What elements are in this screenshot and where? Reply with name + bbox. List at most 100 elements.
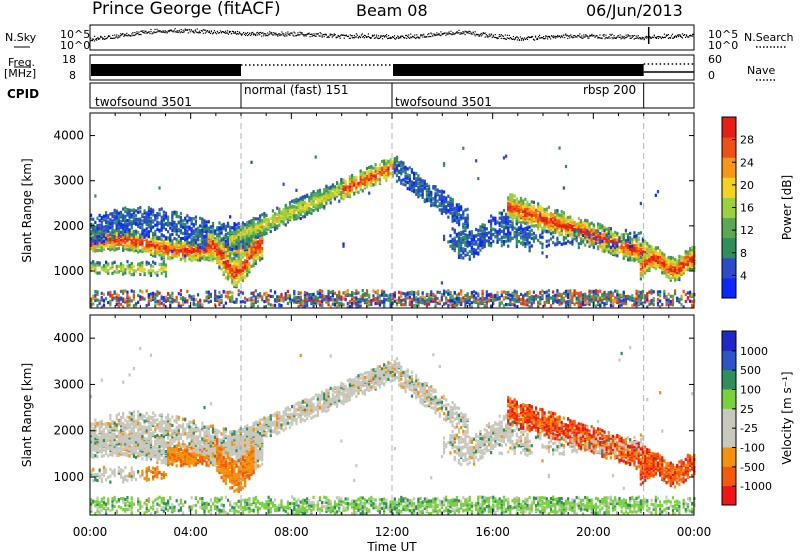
power-panel-cell [111,231,114,236]
nsky-point [606,37,608,39]
nsky-point [466,31,468,33]
power-panel-cell [460,253,463,257]
power-panel-cell [100,220,103,224]
power-panel-cell [314,207,317,211]
power-panel-cell [139,249,142,253]
power-panel-cell [94,293,97,297]
power-panel-cell [361,289,364,293]
power-panel-cell [415,296,418,300]
power-panel-cell [137,224,140,229]
power-panel-cell [92,266,95,270]
power-panel-cell [181,256,185,260]
power-panel-cell [134,231,138,236]
power-panel-cell [301,197,304,202]
nsky-point [493,36,495,38]
power-panel-cell [348,193,352,197]
power-panel-cell [192,223,195,227]
power-panel-cell [158,242,161,246]
power-panel-cell [171,220,174,224]
power-panel-cell [207,292,210,297]
power-panel-cell [410,299,414,303]
nsky-point [568,35,570,37]
power-panel-cell [427,297,431,302]
power-panel-cell [220,231,223,235]
power-panel-cell [353,176,356,180]
power-panel-cell [132,216,135,220]
power-panel-cell [462,216,465,220]
nsky-point [99,38,101,40]
power-panel-cell [286,216,290,220]
power-panel-cell [231,257,234,261]
power-panel-cell [246,274,249,278]
power-panel-cell [271,209,275,213]
nsky-point [410,36,412,38]
nsky-point [283,33,285,35]
power-panel-cell [162,210,165,214]
power-panel-cell [340,180,343,184]
power-panel-cell [432,197,435,201]
power-panel-cell [196,231,200,236]
nsky-point [284,35,286,37]
nsky-point [424,36,426,38]
power-panel-cell [132,245,135,250]
power-panel-cell [220,251,223,255]
power-panel-cell [218,295,221,299]
power-panel-cell [169,233,172,237]
nsky-point [400,37,402,39]
power-panel-cell [222,222,225,226]
nsky-point [233,32,236,34]
power-panel-cell [402,163,405,167]
nsky-point [554,36,556,38]
nsearch-point [589,35,591,37]
power-panel-cell [288,297,292,301]
power-panel-cell [457,220,461,224]
power-panel-cell [100,215,103,220]
power-panel-cell [344,297,347,301]
power-panel-cell [372,297,375,301]
power-panel-cell [226,296,230,300]
nsky-point [530,36,533,38]
power-panel-cell [329,197,332,201]
power-panel-cell [96,263,99,267]
power-panel-cell [199,250,202,254]
power-panel-cell [226,293,230,297]
power-panel-cell [404,303,407,307]
power-panel-cell [137,207,140,211]
power-panel-cell [203,228,206,232]
power-panel-cell [235,228,238,232]
power-panel-cell [158,212,161,216]
nsky-point [500,37,502,39]
nsky-point [350,35,352,37]
power-panel-cell [342,244,345,248]
power-panel-cell [368,299,371,303]
nsearch-point [573,36,575,39]
power-panel-cell [90,230,93,234]
power-panel-cell [385,168,388,172]
power-panel-cell [229,256,232,260]
power-panel-cell [184,222,187,226]
power-panel-cell [376,178,379,182]
power-panel-cell [115,292,118,297]
power-panel-cell [205,235,208,239]
power-panel-cell [295,197,298,201]
nsky-point [483,32,485,35]
power-panel-cell [145,230,148,234]
power-panel-cell [306,293,309,297]
nsky-point [494,36,496,38]
power-panel-cell [117,294,121,298]
power-panel-cell [173,210,176,214]
power-panel-cell [263,299,266,304]
nsearch-point [150,28,152,31]
nsky-point [159,30,161,32]
power-panel-cell [301,204,304,208]
power-panel-cell [457,233,461,238]
power-panel-cell [218,236,221,240]
nsearch-point [593,34,595,37]
power-panel-cell [162,262,165,266]
power-panel-cell [104,297,108,301]
nsearch-point [349,34,351,36]
power-panel-cell [342,303,345,307]
power-panel-cell [400,179,403,183]
nsky-point [463,32,465,34]
nsky-point [496,37,498,40]
